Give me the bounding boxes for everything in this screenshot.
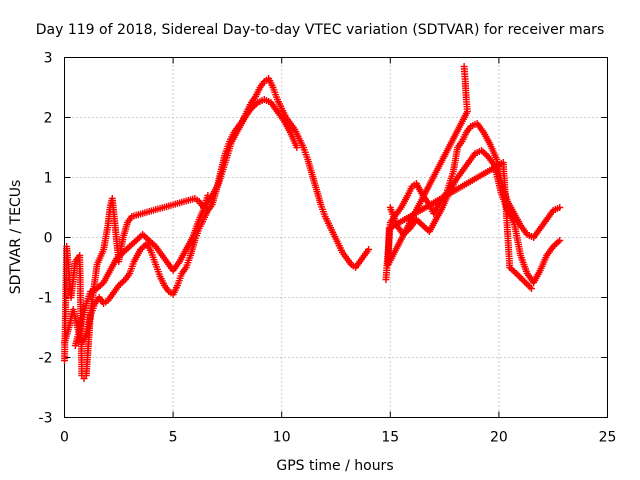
data-point	[516, 273, 524, 281]
data-point	[511, 268, 519, 276]
chart-title: Day 119 of 2018, Sidereal Day-to-day VTE…	[36, 22, 604, 38]
x-tick-label: 10	[273, 430, 291, 446]
y-tick-label: 2	[44, 111, 53, 127]
data-points	[61, 63, 564, 382]
x-tick-label: 5	[169, 430, 178, 446]
data-point	[556, 237, 564, 244]
y-tick-label: -3	[39, 411, 53, 427]
series-late-spikes	[384, 63, 535, 292]
series-early-scatter	[61, 192, 212, 382]
data-point	[517, 275, 525, 282]
y-tick-label: 3	[44, 51, 53, 67]
y-tick-label: 0	[44, 231, 53, 247]
series-main-trace	[61, 75, 373, 346]
plot-frame	[64, 57, 608, 418]
data-point	[554, 238, 562, 246]
data-point	[526, 283, 534, 291]
data-point	[527, 285, 535, 292]
data-point	[556, 204, 564, 211]
data-point	[514, 271, 522, 279]
y-tick-label: -1	[39, 291, 53, 307]
data-point	[252, 100, 260, 108]
data-point	[293, 144, 301, 151]
y-tick-label: -2	[39, 351, 53, 367]
x-tick-label: 20	[490, 430, 508, 446]
x-tick-label: 0	[60, 430, 69, 446]
data-point	[120, 277, 128, 285]
series-late-trace-a	[382, 120, 564, 283]
x-axis-label: GPS time / hours	[276, 458, 393, 474]
data-point	[521, 278, 529, 286]
y-tick-label: 1	[44, 171, 53, 187]
data-point	[365, 246, 373, 253]
x-tick-label: 25	[599, 430, 617, 446]
x-tick-label: 15	[381, 430, 399, 446]
series-secondary-trace	[71, 96, 301, 349]
y-axis-label: SDTVAR / TECUs	[8, 180, 24, 295]
data-point	[519, 276, 527, 284]
data-point	[204, 192, 212, 199]
